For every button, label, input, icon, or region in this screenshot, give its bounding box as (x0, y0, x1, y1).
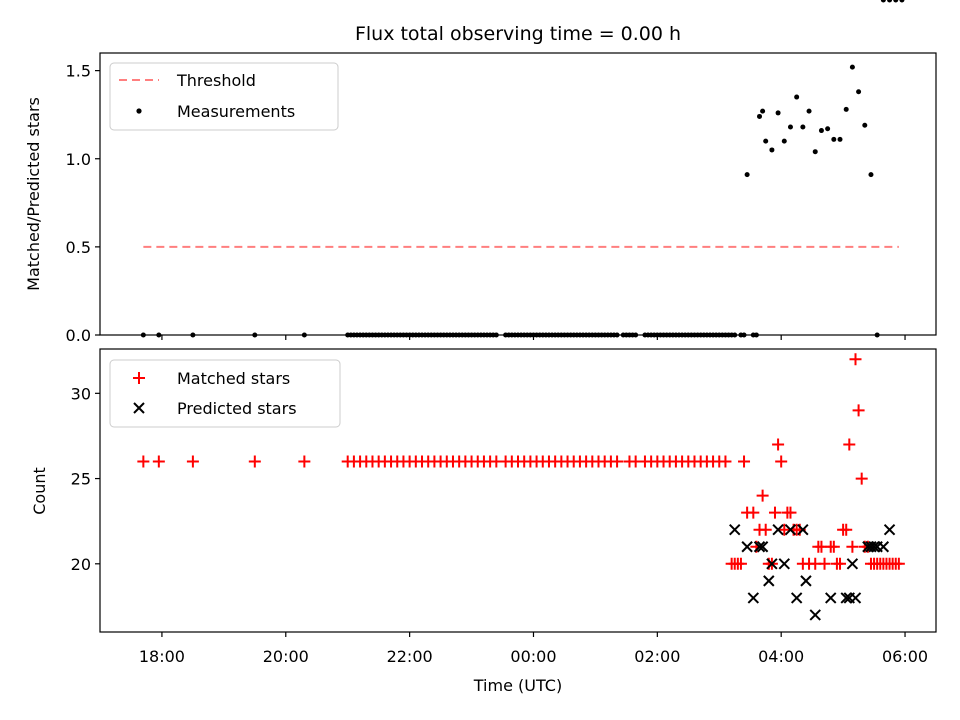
x-tick-label: 22:00 (387, 647, 433, 666)
measurement-point (831, 137, 836, 142)
top-y-axis-label: Matched/Predicted stars (24, 97, 43, 291)
x-tick-label: 06:00 (882, 647, 928, 666)
measurement-point (838, 137, 843, 142)
measurement-point (788, 125, 793, 130)
x-tick-label: 02:00 (634, 647, 680, 666)
measurement-point (819, 128, 824, 133)
measurement-point (850, 65, 855, 70)
measurement-point (825, 126, 830, 131)
measurements-legend-swatch (136, 108, 141, 113)
measurement-point (769, 147, 774, 152)
measurement-point (760, 109, 765, 114)
measurement-point (862, 123, 867, 128)
measurement-point (782, 139, 787, 144)
measurement-point (800, 125, 805, 130)
legend-measurements-label: Measurements (177, 102, 295, 121)
legend-threshold-label: Threshold (176, 71, 256, 90)
x-tick-label: 00:00 (510, 647, 556, 666)
x-tick-label: 04:00 (758, 647, 804, 666)
x-tick-label: 18:00 (139, 647, 185, 666)
bottom-y-axis-label: Count (30, 467, 49, 515)
top-legend: Threshold Measurements (110, 63, 338, 130)
measurement-point (745, 172, 750, 177)
x-tick-label: 20:00 (263, 647, 309, 666)
measurement-point (776, 110, 781, 115)
bottom-y-tick-label: 30 (71, 384, 91, 403)
measurement-point (856, 89, 861, 94)
bottom-y-tick-label: 25 (71, 470, 91, 489)
measurement-point (844, 107, 849, 112)
measurement-point (868, 172, 873, 177)
bottom-y-tick-label: 20 (71, 555, 91, 574)
x-axis-label: Time (UTC) (473, 676, 562, 695)
top-y-tick-label: 1.0 (66, 150, 91, 169)
measurement-point (763, 139, 768, 144)
measurement-point (807, 109, 812, 114)
measurement-point (794, 95, 799, 100)
measurement-point (757, 114, 762, 119)
chart-title: Flux total observing time = 0.00 h (355, 23, 681, 45)
top-y-tick-label: 1.5 (66, 62, 91, 81)
top-y-tick-label: 0.0 (66, 326, 91, 345)
chart-figure: Flux total observing time = 0.00 h 0.0 0.… (0, 0, 960, 720)
legend-matched-label: Matched stars (177, 369, 290, 388)
top-y-tick-label: 0.5 (66, 238, 91, 257)
legend-predicted-label: Predicted stars (177, 399, 297, 418)
measurement-point (813, 149, 818, 154)
bottom-legend: Matched stars Predicted stars (110, 360, 340, 427)
